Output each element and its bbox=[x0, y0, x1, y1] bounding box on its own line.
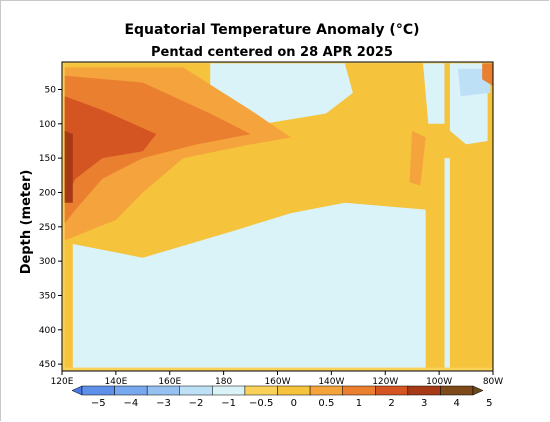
colorbar-swatch bbox=[472, 385, 484, 396]
anomaly-region-12 bbox=[482, 63, 493, 86]
colorbar-swatch bbox=[342, 385, 376, 396]
colorbar-swatch bbox=[81, 385, 115, 396]
y-tick-label: 450 bbox=[39, 360, 56, 370]
y-tick-label: 200 bbox=[39, 188, 56, 198]
anomaly-region-9 bbox=[64, 75, 251, 224]
colorbar-swatch bbox=[277, 385, 311, 396]
colorbar-label: −1 bbox=[221, 398, 236, 409]
axis-ticks: 50 100 150 200 250 300 350 400 450 120E 140E 160E 18… bbox=[39, 85, 503, 387]
colorbar-swatch bbox=[309, 385, 343, 396]
chart-subtitle: Pentad centered on 28 APR 2025 bbox=[151, 45, 393, 60]
x-tick-label: 160W bbox=[264, 377, 290, 387]
colorbar-label: 0.5 bbox=[318, 398, 334, 409]
colorbar-label: 4 bbox=[454, 398, 460, 409]
colorbar-label: 0 bbox=[291, 398, 297, 409]
colorbar-label: −5 bbox=[91, 398, 106, 409]
x-tick-label: 120E bbox=[51, 377, 74, 387]
colorbar-swatch bbox=[440, 385, 474, 396]
plot-area bbox=[61, 61, 494, 372]
y-tick-label: 350 bbox=[39, 291, 56, 301]
x-tick-label: 100W bbox=[426, 377, 452, 387]
y-tick-label: 150 bbox=[39, 154, 56, 164]
y-tick-label: 100 bbox=[39, 120, 56, 130]
colorbar-swatch bbox=[114, 385, 148, 396]
colorbar-swatch bbox=[212, 385, 246, 396]
x-tick-label: 160E bbox=[158, 377, 181, 387]
y-tick-label: 250 bbox=[39, 223, 56, 233]
colorbar-swatch bbox=[146, 385, 181, 396]
y-axis-label: Depth (meter) bbox=[19, 170, 34, 275]
y-tick-label: 400 bbox=[39, 326, 56, 336]
colorbar-label: 2 bbox=[388, 398, 394, 409]
y-tick-label: 50 bbox=[45, 85, 57, 95]
y-tick-label: 300 bbox=[39, 257, 56, 267]
x-tick-label: 140W bbox=[318, 377, 344, 387]
x-tick-label: 140E bbox=[104, 377, 127, 387]
colorbar-label: 3 bbox=[421, 398, 427, 409]
colorbar-label: −3 bbox=[156, 398, 171, 409]
colorbar-label: −4 bbox=[124, 398, 139, 409]
colorbar-label: −2 bbox=[189, 398, 204, 409]
colorbar-swatch bbox=[71, 385, 83, 396]
x-tick-label: 80W bbox=[483, 377, 503, 387]
colorbar-label: −0.5 bbox=[249, 398, 273, 409]
colorbar-label: 5 bbox=[486, 398, 492, 409]
x-tick-label: 180 bbox=[215, 377, 232, 387]
chart-title: Equatorial Temperature Anomaly (°C) bbox=[124, 22, 419, 38]
colorbar-swatch bbox=[179, 385, 213, 396]
anomaly-region-10 bbox=[64, 96, 157, 200]
anomaly-region-11 bbox=[64, 130, 73, 203]
colorbar-swatch bbox=[375, 385, 409, 396]
x-tick-label: 120W bbox=[372, 377, 398, 387]
anomaly-region-8 bbox=[409, 130, 426, 186]
anomaly-region-4 bbox=[444, 158, 450, 368]
colorbar-label: 1 bbox=[356, 398, 362, 409]
anomaly-region-3 bbox=[423, 63, 445, 124]
colorbar: −5 −4 −3 −2 −1 −0.5 0 0.5 1 2 3 4 5 bbox=[71, 385, 492, 409]
colorbar-swatch bbox=[244, 385, 278, 396]
colorbar-swatch bbox=[407, 385, 441, 396]
anomaly-region-1 bbox=[72, 202, 426, 368]
